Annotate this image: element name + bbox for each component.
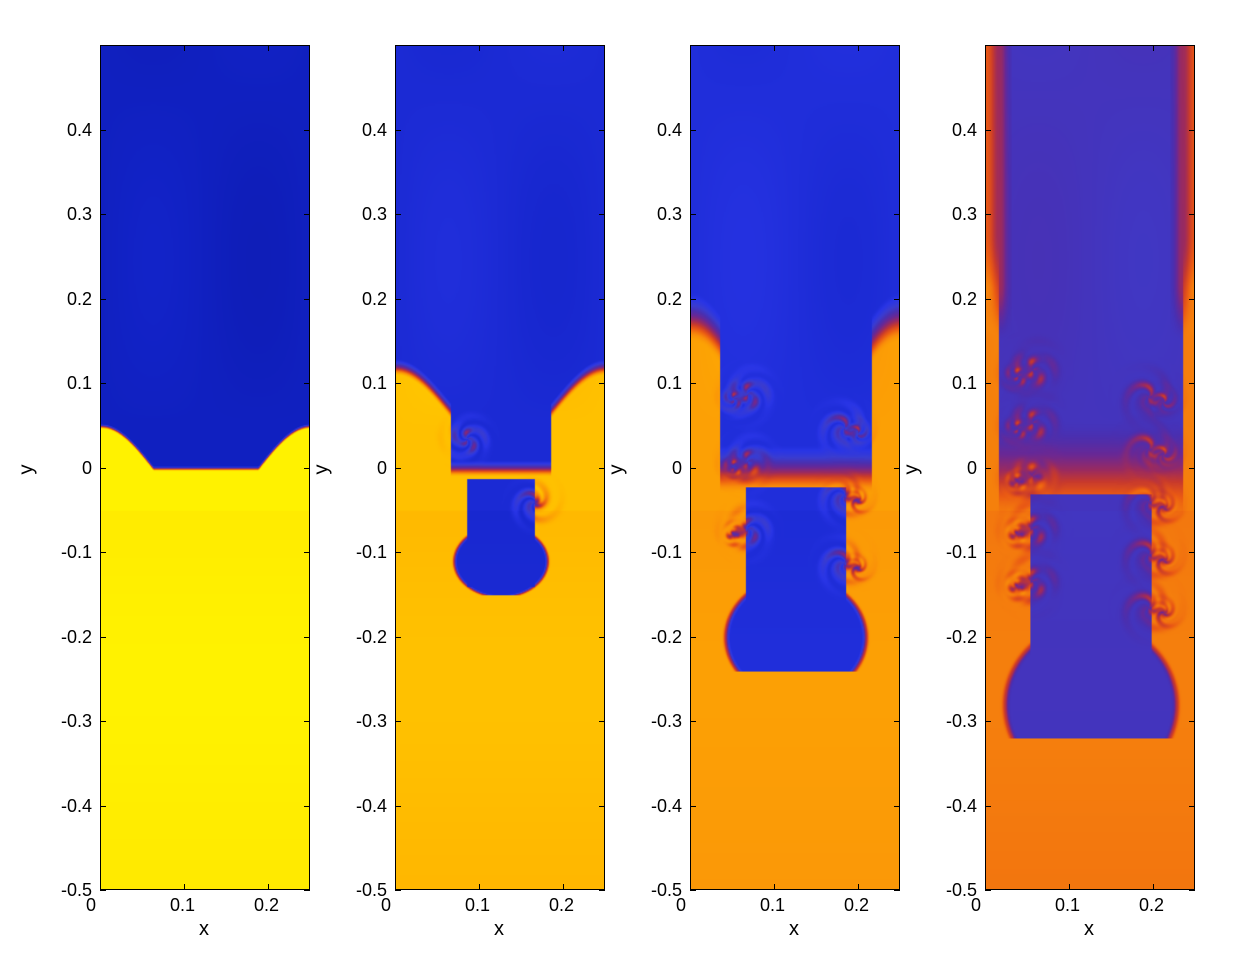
ytick-label: 0.2 — [929, 290, 977, 308]
ytick-label: -0.1 — [929, 543, 977, 561]
ytick-mark — [985, 130, 991, 131]
ytick-mark — [985, 214, 991, 215]
ytick-label: -0.4 — [929, 797, 977, 815]
ytick-mark — [1189, 721, 1195, 722]
ytick-label: -0.5 — [929, 881, 977, 899]
ytick-label: 0.3 — [929, 205, 977, 223]
ytick-mark — [1189, 130, 1195, 131]
ytick-mark — [985, 299, 991, 300]
ytick-mark — [1189, 552, 1195, 553]
xtick-mark — [1069, 884, 1070, 890]
ytick-label: 0.4 — [929, 121, 977, 139]
xtick-label: 0 — [971, 896, 981, 914]
ytick-label: 0 — [929, 459, 977, 477]
plot-area-3 — [985, 45, 1195, 890]
ytick-mark — [1189, 890, 1195, 891]
ytick-mark — [985, 468, 991, 469]
ytick-mark — [1189, 299, 1195, 300]
xtick-label: 0.1 — [1055, 896, 1080, 914]
xtick-mark — [985, 884, 986, 890]
ytick-mark — [985, 383, 991, 384]
ytick-mark — [1189, 214, 1195, 215]
y-axis-label: y — [901, 464, 924, 474]
figure: -0.5-0.4-0.3-0.2-0.100.10.20.30.4y00.10.… — [0, 0, 1259, 974]
xtick-mark — [1069, 45, 1070, 51]
ytick-mark — [1189, 383, 1195, 384]
ytick-label: -0.3 — [929, 712, 977, 730]
ytick-mark — [1189, 806, 1195, 807]
ytick-mark — [985, 890, 991, 891]
panel-3: -0.5-0.4-0.3-0.2-0.100.10.20.30.4y00.10.… — [0, 0, 1259, 974]
xtick-mark — [985, 45, 986, 51]
xtick-label: 0.2 — [1139, 896, 1164, 914]
ytick-mark — [985, 637, 991, 638]
heatmap-canvas-3 — [986, 46, 1195, 890]
xtick-mark — [1153, 45, 1154, 51]
ytick-mark — [985, 806, 991, 807]
ytick-mark — [1189, 468, 1195, 469]
ytick-label: 0.1 — [929, 374, 977, 392]
ytick-mark — [985, 721, 991, 722]
ytick-mark — [1189, 637, 1195, 638]
ytick-label: -0.2 — [929, 628, 977, 646]
x-axis-label: x — [1084, 918, 1094, 941]
ytick-mark — [985, 552, 991, 553]
xtick-mark — [1153, 884, 1154, 890]
